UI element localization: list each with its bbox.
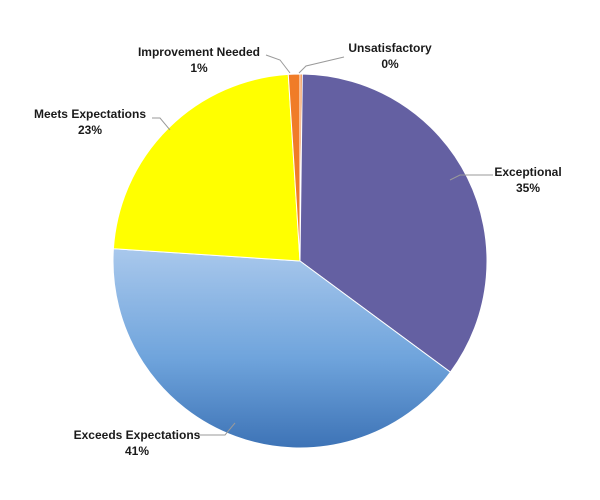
slice-exceptional [299,73,488,373]
leader-line-exceptional [449,174,493,181]
leader-line-meets-expectations [152,117,171,131]
leader-lines [152,54,493,436]
label-exceeds-expectations-pct: 41% [125,444,149,458]
leader-line-unsatisfactory [298,56,345,74]
leader-line-exceeds-expectations [198,422,236,436]
slice-improvement-needed [287,73,301,262]
label-unsatisfactory-pct: 0% [381,57,399,71]
label-improvement-needed-pct: 1% [190,61,208,75]
label-exceeds-expectations-name: Exceeds Expectations [74,428,201,442]
slice-exceeds-expectations [112,248,452,449]
label-improvement-needed-name: Improvement Needed [138,45,260,59]
pie-slices [112,73,488,449]
label-exceptional-pct: 35% [516,181,540,195]
label-meets-expectations-pct: 23% [78,123,102,137]
label-unsatisfactory-name: Unsatisfactory [348,41,432,55]
leader-line-improvement-needed [265,54,291,74]
label-exceptional-name: Exceptional [494,165,561,179]
label-meets-expectations-name: Meets Expectations [34,107,146,121]
slice-meets-expectations [112,73,301,262]
